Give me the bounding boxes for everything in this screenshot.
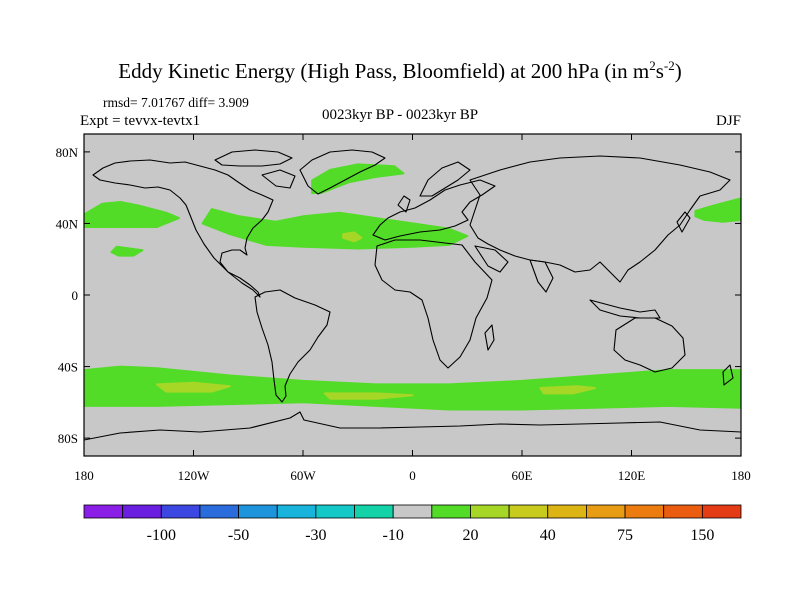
eke-fields [84,163,741,411]
colorbar-swatch [276,504,317,519]
y-tick-label: 80N [56,145,79,160]
coast-madagascar [484,324,495,351]
colorbar-label: 40 [540,527,556,544]
field-region-5 [694,197,741,223]
colorbar-swatch [199,504,239,519]
coast-greenland [299,149,386,195]
stats-text: rmsd= 7.01767 diff= 3.909 [103,95,249,110]
field-region-7 [156,381,231,393]
colorbar-swatch [315,504,355,519]
coast-africa [374,239,493,369]
x-tick-label: 120E [618,468,646,483]
coast-antarctica [84,411,741,441]
coast-british-isles [397,195,411,213]
colorbar-label: -100 [147,527,176,544]
colorbar-swatch [470,504,510,519]
lon-axis: 180 120W 60W 0 60E 120E 180 [74,134,751,483]
coast-arabia [474,245,509,273]
colorbar-swatch [122,504,162,519]
season-label: DJF [715,113,741,129]
colorbar-swatch [701,504,742,519]
field-region-1 [201,208,469,250]
colorbar-swatch [392,504,433,519]
y-tick-label: 40N [56,216,79,231]
experiment-label: Expt = tevvx-tevtx1 [80,113,201,129]
coastlines [84,149,741,441]
coast-scandinavia [419,161,471,197]
colorbar-swatch [354,504,394,519]
colorbar-swatch [547,504,587,519]
x-tick-label: 180 [74,468,94,483]
colorbar-swatch [624,504,665,519]
field-region-6 [84,365,741,411]
y-tick-label: 40S [58,360,78,375]
colorbar-label: -10 [383,527,404,544]
coast-indonesia [589,299,661,319]
colorbar-swatch [508,504,549,519]
lat-axis: 80N 40N 0 40S 80S [56,145,741,446]
colorbar-swatch [431,504,471,519]
plot-title: Eddy Kinetic Energy (High Pass, Bloomfie… [118,58,682,83]
colorbar-swatch [160,504,201,519]
colorbar-swatch [586,504,626,519]
coast-baffin [261,169,296,189]
period-subtitle: 0023kyr BP - 0023kyr BP [321,107,479,123]
field-region-2 [342,231,363,243]
x-tick-label: 60W [290,468,316,483]
colorbar: -100 -50 -30 -10 20 40 75 150 [83,504,742,544]
x-tick-label: 120W [178,468,211,483]
colorbar-swatch [663,504,703,519]
coast-asia [469,155,731,283]
field-region-8 [323,392,414,400]
x-tick-label: 60E [512,468,533,483]
colorbar-swatch [238,504,278,519]
field-region-0 [84,201,180,228]
x-tick-label: 180 [731,468,751,483]
coast-arctic-islands [214,149,293,167]
field-region-9 [539,385,596,395]
coast-india [529,259,554,293]
coast-south-america [254,289,331,403]
coast-japan [676,211,691,233]
y-tick-label: 80S [58,431,78,446]
colorbar-label: 20 [462,527,478,544]
colorbar-label: -50 [228,527,249,544]
colorbar-label: -30 [305,527,326,544]
x-tick-label: 0 [409,468,416,483]
field-region-4 [110,245,144,257]
coast-north-america [92,159,274,298]
coast-australia [613,317,686,373]
colorbar-label: 150 [690,527,714,544]
coast-new-zealand [722,364,734,386]
colorbar-swatch [83,504,124,519]
colorbar-label: 75 [617,527,633,544]
y-tick-label: 0 [72,288,79,303]
coast-europe [372,179,496,241]
